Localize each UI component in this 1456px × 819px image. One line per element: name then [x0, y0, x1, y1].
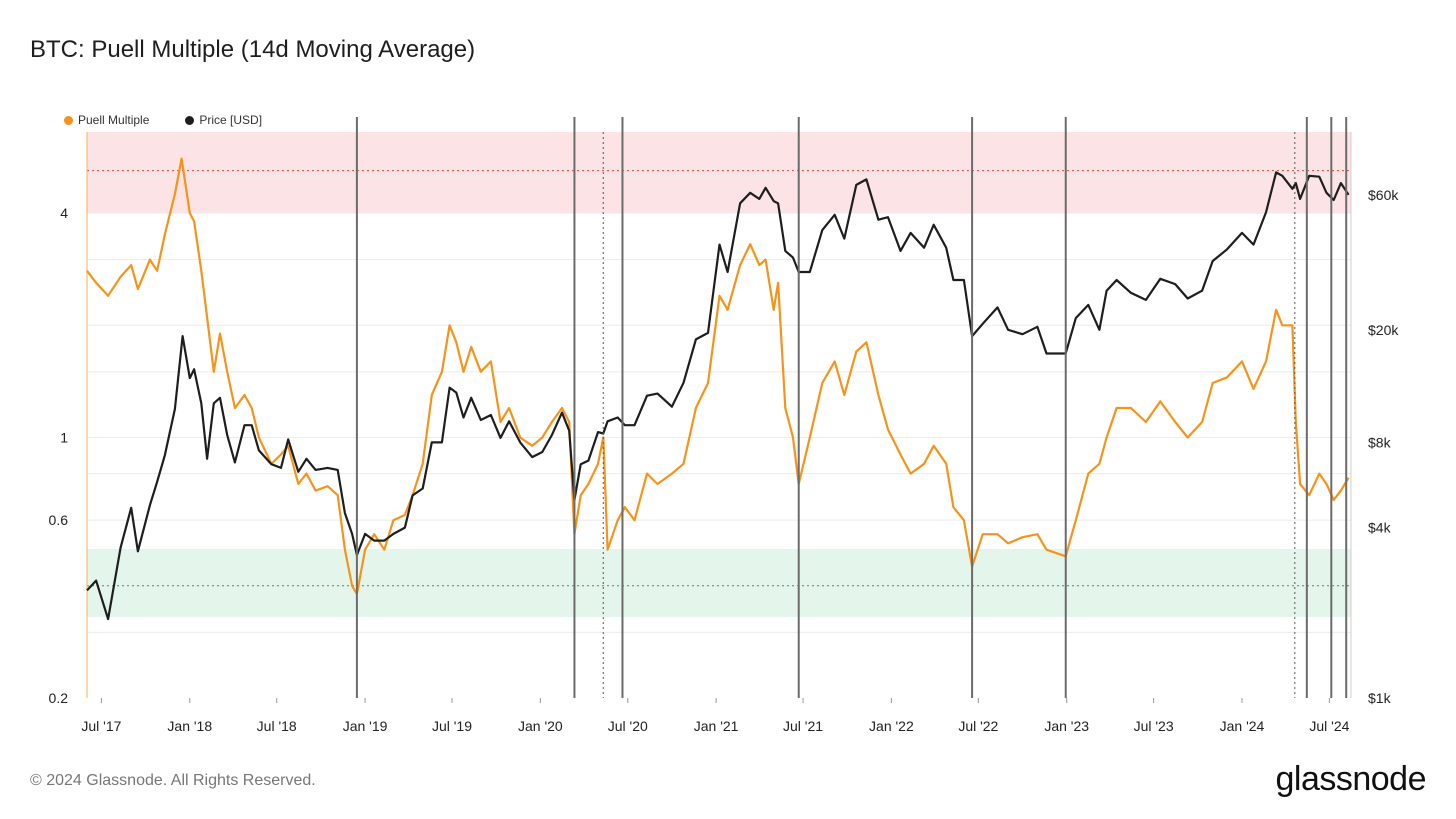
legend-price-dot [185, 115, 195, 125]
x-axis-tick-label: Jul '23 [1134, 718, 1174, 734]
x-axis-tick-label: Jan '18 [167, 718, 212, 734]
x-axis-tick-label: Jul '17 [81, 718, 121, 734]
x-axis-tick-label: Jan '23 [1044, 718, 1089, 734]
x-axis-tick-label: Jan '24 [1220, 718, 1265, 734]
legend-puell-dot [64, 115, 73, 125]
buy-zone [87, 549, 1351, 617]
left-axis-tick-label: 4 [60, 205, 68, 221]
legend-puell-label: Puell Multiple [78, 113, 150, 127]
x-axis-tick-label: Jan '21 [694, 718, 739, 734]
x-axis-tick-label: Jan '22 [869, 718, 914, 734]
right-axis-tick-label: $20k [1368, 322, 1399, 338]
left-axis-tick-label: 1 [60, 429, 68, 445]
legend-item-puell[interactable]: Puell Multiple [64, 113, 149, 127]
right-axis-tick-label: $8k [1368, 434, 1392, 450]
right-axis-tick-label: $1k [1368, 690, 1392, 706]
x-axis-tick-label: Jul '20 [608, 718, 648, 734]
chart-legend: Puell Multiple Price [USD] [64, 113, 262, 127]
copyright-footer: © 2024 Glassnode. All Rights Reserved. [30, 772, 316, 789]
left-axis-tick-label: 0.6 [49, 512, 69, 528]
glassnode-logo: glassnode [1275, 760, 1426, 798]
legend-item-price[interactable]: Price [USD] [185, 113, 262, 127]
puell-multiple-line [86, 157, 1350, 596]
x-axis-tick-label: Jul '19 [432, 718, 472, 734]
x-axis-tick-label: Jul '21 [783, 718, 823, 734]
chart-title: BTC: Puell Multiple (14d Moving Average) [30, 36, 476, 63]
right-axis-tick-label: $60k [1368, 187, 1399, 203]
legend-price-label: Price [USD] [199, 113, 263, 127]
right-axis-tick-label: $4k [1368, 520, 1392, 536]
x-axis-tick-label: Jul '18 [257, 718, 297, 734]
price-line [86, 171, 1350, 621]
x-axis-tick-label: Jan '19 [343, 718, 388, 734]
x-axis-tick-label: Jul '24 [1309, 718, 1349, 734]
x-axis-tick-label: Jan '20 [518, 718, 563, 734]
left-axis-tick-label: 0.2 [49, 690, 69, 706]
sell-zone [87, 132, 1351, 214]
x-axis-tick-label: Jul '22 [958, 718, 998, 734]
